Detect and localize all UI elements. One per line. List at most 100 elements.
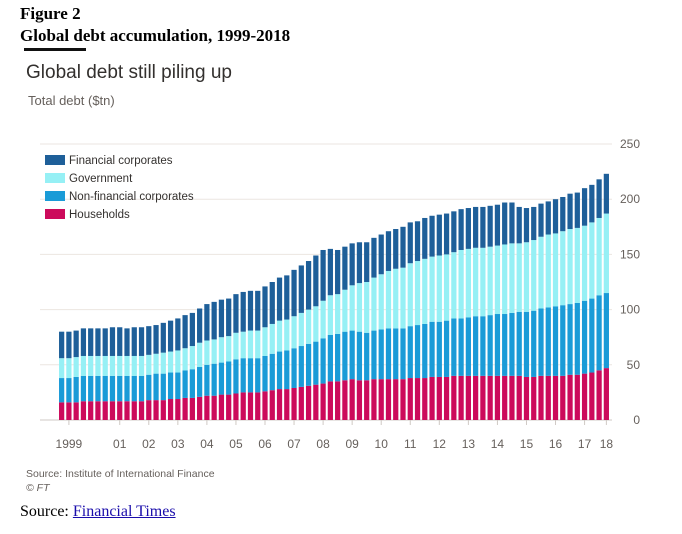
bar-segment bbox=[596, 295, 602, 371]
bar-segment bbox=[436, 255, 442, 322]
bar-segment bbox=[131, 375, 137, 402]
bar-segment bbox=[523, 376, 530, 420]
bar-segment bbox=[240, 331, 246, 359]
bar-segment bbox=[211, 339, 217, 364]
bar-segment bbox=[356, 380, 363, 420]
bar-segment bbox=[204, 340, 210, 365]
bar-segment bbox=[109, 327, 116, 356]
x-tick-label: 03 bbox=[171, 437, 185, 451]
bar-segment bbox=[102, 375, 108, 402]
bar-segment bbox=[596, 217, 602, 296]
bar-segment bbox=[182, 348, 188, 371]
bar-segment bbox=[95, 401, 101, 420]
bar-segment bbox=[407, 263, 413, 327]
bar-segment bbox=[240, 392, 246, 420]
bar-segment bbox=[298, 265, 304, 313]
bar-segment bbox=[73, 402, 79, 420]
bar-segment bbox=[494, 245, 501, 315]
bar-segment bbox=[262, 355, 268, 392]
bar-segment bbox=[88, 401, 94, 420]
bar-segment bbox=[269, 282, 275, 324]
bar-segment bbox=[356, 331, 363, 381]
x-tick-label: 12 bbox=[433, 437, 447, 451]
bar-segment bbox=[538, 236, 544, 309]
bar-segment bbox=[531, 240, 537, 311]
bar-segment bbox=[313, 384, 319, 420]
bar-segment bbox=[378, 329, 384, 380]
bar-segment bbox=[233, 294, 239, 333]
bar-segment bbox=[560, 375, 566, 420]
bar-segment bbox=[385, 379, 392, 420]
chart-source-note: Source: Institute of International Finan… bbox=[26, 468, 215, 480]
bar-segment bbox=[494, 375, 501, 420]
bar-segment bbox=[80, 375, 87, 402]
bar-segment bbox=[560, 231, 566, 306]
bar-segment bbox=[451, 318, 457, 376]
bar-segment bbox=[102, 355, 108, 376]
bar-segment bbox=[131, 355, 137, 376]
bar-segment bbox=[95, 375, 101, 402]
bar-segment bbox=[88, 328, 94, 356]
bar-segment bbox=[509, 375, 515, 420]
bar-segment bbox=[204, 395, 210, 420]
bar-segment bbox=[509, 243, 515, 313]
bar-segment bbox=[218, 299, 225, 338]
bar-segment bbox=[269, 353, 275, 391]
bar-segment bbox=[233, 359, 239, 394]
bar-segment bbox=[284, 319, 290, 351]
bar-segment bbox=[531, 310, 537, 377]
bar-segment bbox=[487, 246, 493, 316]
bar-segment bbox=[73, 330, 79, 358]
bar-segment bbox=[567, 374, 573, 420]
bar-segment bbox=[197, 367, 203, 397]
bar-segment bbox=[146, 400, 152, 420]
bar-segment bbox=[305, 309, 312, 344]
bar-segment bbox=[226, 298, 232, 337]
bar-segment bbox=[109, 375, 116, 402]
bar-segment bbox=[400, 226, 406, 268]
bar-segment bbox=[581, 225, 588, 301]
bar-segment bbox=[364, 332, 370, 381]
bar-segment bbox=[240, 291, 246, 332]
bar-segment bbox=[211, 301, 217, 340]
bar-segment bbox=[342, 246, 348, 290]
bar-segment bbox=[131, 327, 137, 356]
bar-segment bbox=[109, 401, 116, 420]
bar-segment bbox=[516, 375, 522, 420]
bar-segment bbox=[226, 394, 232, 420]
bar-segment bbox=[414, 221, 421, 262]
bar-segment bbox=[109, 355, 116, 376]
bar-segment bbox=[531, 206, 537, 241]
chart-title: Global debt still piling up bbox=[26, 62, 232, 83]
bar-segment bbox=[356, 242, 363, 284]
financial-times-link[interactable]: Financial Times bbox=[72, 503, 176, 520]
bar-segment bbox=[167, 399, 174, 420]
bar-segment bbox=[567, 193, 573, 230]
x-tick-label: 16 bbox=[549, 437, 563, 451]
bar-segment bbox=[393, 328, 399, 380]
bar-segment bbox=[138, 375, 145, 402]
bar-segment bbox=[538, 308, 544, 376]
bar-segment bbox=[538, 375, 544, 420]
bar-segment bbox=[581, 373, 588, 420]
bar-segment bbox=[276, 351, 283, 390]
bar-segment bbox=[371, 330, 377, 380]
bar-segment bbox=[204, 304, 210, 341]
bar-segment bbox=[443, 376, 450, 420]
y-tick-label: 100 bbox=[620, 303, 640, 317]
bar-segment bbox=[124, 401, 130, 420]
bar-segment bbox=[545, 307, 551, 376]
bar-segment bbox=[335, 333, 341, 382]
bar-segment bbox=[298, 346, 304, 387]
bar-segment bbox=[175, 372, 181, 400]
bar-segment bbox=[327, 295, 333, 335]
bar-segment bbox=[560, 305, 566, 376]
bar-segment bbox=[327, 381, 333, 420]
x-tick-label: 18 bbox=[600, 437, 614, 451]
bar-segment bbox=[291, 269, 297, 317]
bar-segment bbox=[581, 188, 588, 226]
bar-segment bbox=[189, 346, 195, 370]
bar-segment bbox=[175, 399, 181, 420]
x-tick-label: 01 bbox=[113, 437, 127, 451]
x-tick-label: 1999 bbox=[56, 437, 83, 451]
